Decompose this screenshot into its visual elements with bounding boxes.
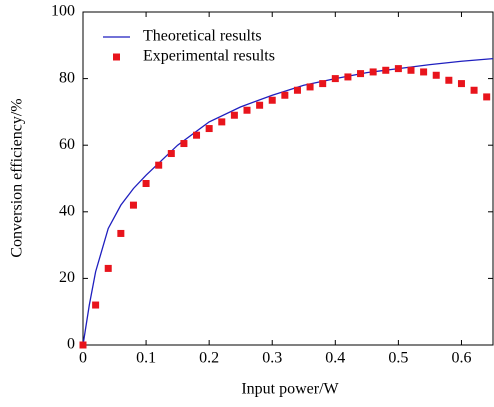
data-point <box>394 65 402 73</box>
y-tick-label: 40 <box>59 202 75 219</box>
data-point <box>357 70 365 78</box>
legend-label: Experimental results <box>143 48 275 65</box>
data-point <box>344 73 352 81</box>
data-point <box>470 86 478 94</box>
data-point <box>369 68 377 76</box>
data-point <box>281 91 289 99</box>
data-point <box>193 131 201 139</box>
data-point <box>230 111 238 119</box>
x-tick-label: 0.1 <box>136 350 156 367</box>
y-tick-label: 0 <box>67 336 75 353</box>
data-point <box>268 96 276 104</box>
data-point <box>155 161 163 169</box>
y-axis-label: Conversion efficiency/% <box>9 98 26 257</box>
data-point <box>483 93 491 101</box>
data-point <box>129 201 137 209</box>
data-point <box>243 106 251 114</box>
data-point <box>382 66 390 74</box>
x-tick-label: 0.5 <box>388 350 408 367</box>
x-tick-label: 0.3 <box>262 350 282 367</box>
data-point <box>432 71 440 79</box>
data-point <box>293 86 301 94</box>
legend-label: Theoretical results <box>143 28 262 45</box>
data-point <box>79 341 87 349</box>
data-point <box>92 301 100 309</box>
x-axis-label: Input power/W <box>241 381 339 398</box>
plot-frame <box>82 11 494 346</box>
x-tick-label: 0.4 <box>325 350 345 367</box>
data-point <box>331 75 339 83</box>
data-point <box>180 140 188 148</box>
data-point <box>167 150 175 158</box>
data-point <box>457 80 465 88</box>
data-point <box>319 80 327 88</box>
data-point <box>117 229 125 237</box>
data-point <box>256 101 264 109</box>
data-point <box>142 179 150 187</box>
legend-marker <box>113 53 120 61</box>
x-tick-label: 0.6 <box>451 350 471 367</box>
data-point <box>218 118 226 126</box>
x-tick-label: 0 <box>79 350 87 367</box>
y-tick-label: 80 <box>59 69 75 86</box>
y-tick-label: 100 <box>51 3 75 20</box>
data-point <box>205 125 213 133</box>
data-point <box>420 68 428 76</box>
data-point <box>306 83 314 91</box>
data-point <box>104 264 112 272</box>
data-point <box>407 66 415 74</box>
y-tick-label: 60 <box>59 136 75 153</box>
x-tick-label: 0.2 <box>199 350 219 367</box>
data-line <box>82 57 494 346</box>
y-tick-label: 20 <box>59 269 75 286</box>
data-point <box>445 76 453 84</box>
